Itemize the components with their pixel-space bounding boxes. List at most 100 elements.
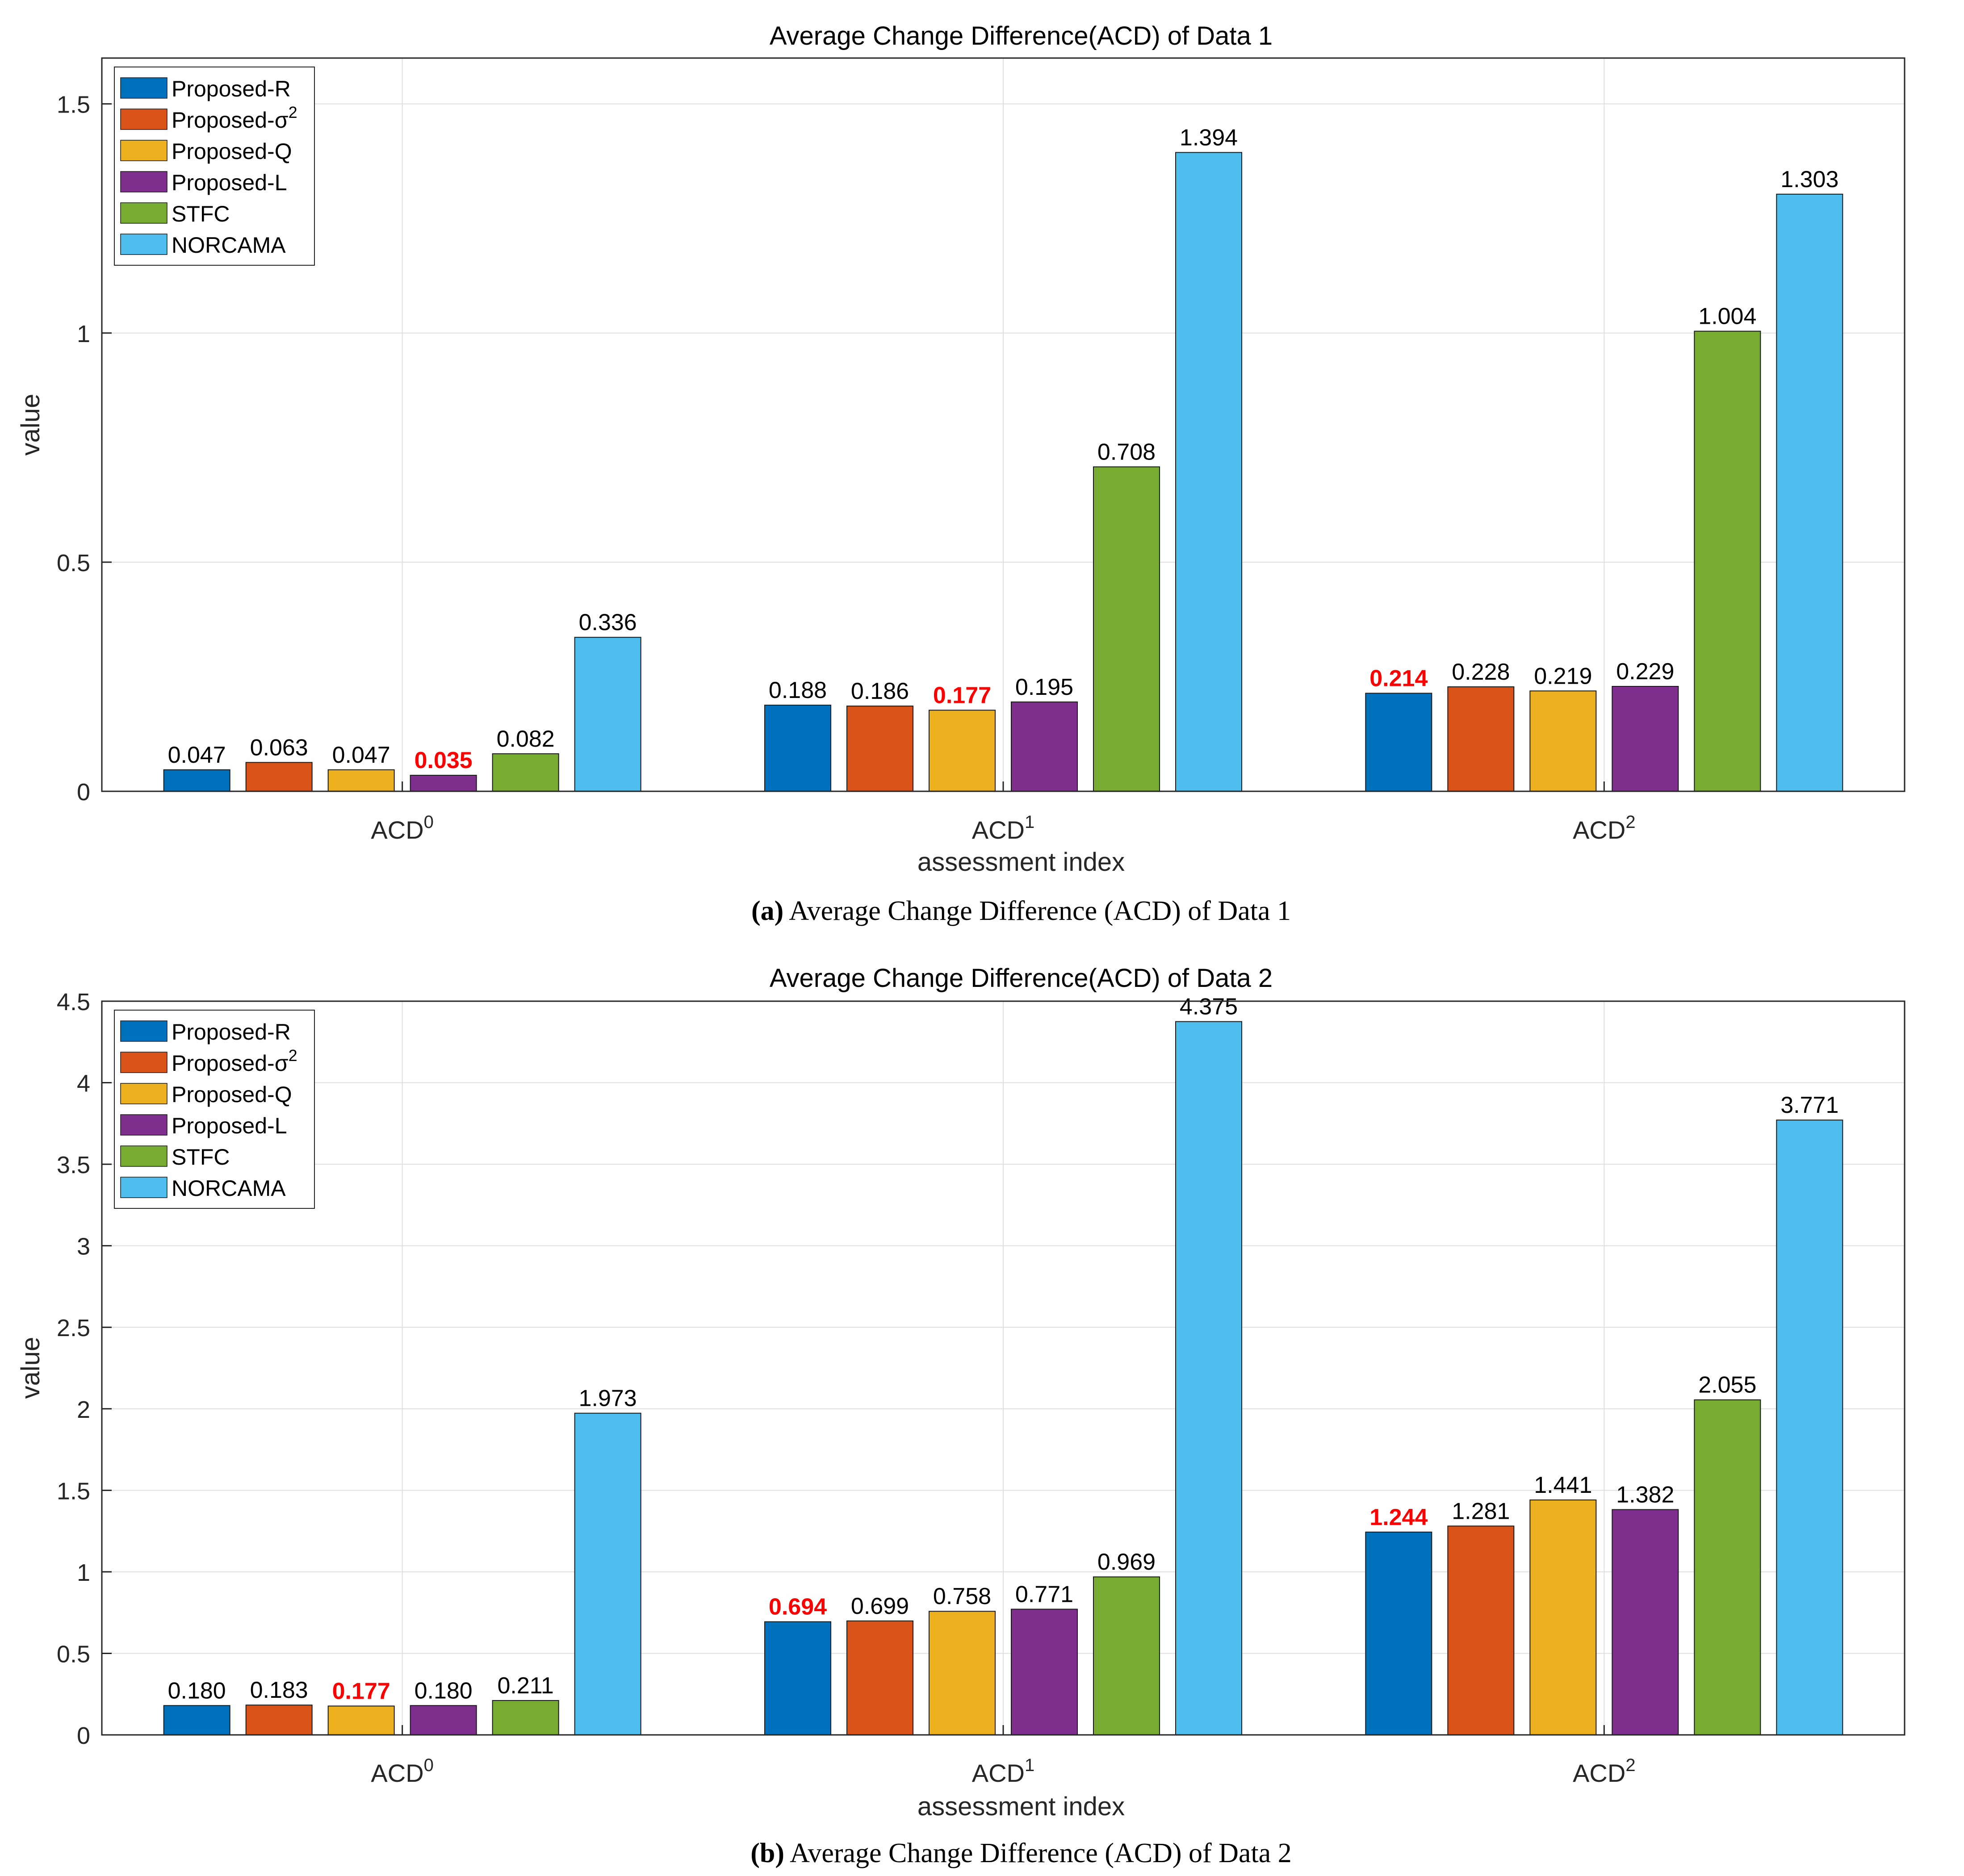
legend-swatch	[120, 1052, 168, 1073]
chart-a-caption-letter: (a)	[751, 896, 783, 926]
chart-a-grid	[102, 58, 1905, 791]
bar	[764, 1621, 831, 1735]
bar-value-label: 0.229	[1616, 659, 1674, 685]
bar	[1093, 466, 1160, 792]
bar-value-label: 1.281	[1452, 1498, 1510, 1524]
bar-value-label: 0.180	[168, 1678, 226, 1704]
bar-value-label: 0.699	[851, 1593, 909, 1619]
bar-value-label: 1.004	[1698, 304, 1756, 330]
legend-entry: STFC	[172, 1145, 230, 1170]
chart-b-caption: (b) Average Change Difference (ACD) of D…	[750, 1838, 1291, 1868]
bar	[327, 769, 395, 792]
bar-value-label: 0.186	[851, 678, 909, 704]
y-tick-label: 4	[77, 1070, 90, 1097]
bar-value-label: 1.303	[1780, 167, 1838, 192]
x-tick-label: ACD2	[1573, 812, 1635, 844]
bar	[492, 753, 559, 792]
legend-entry: Proposed-R	[172, 76, 291, 101]
bar-value-label: 0.228	[1452, 659, 1510, 685]
bar-value-label: 0.219	[1534, 663, 1592, 689]
y-tick-label: 2	[77, 1396, 90, 1423]
bar-value-label: 1.441	[1534, 1472, 1592, 1498]
legend-entry: Proposed-σ2	[172, 103, 297, 133]
bar	[1612, 1509, 1679, 1736]
y-tick-label: 4.5	[57, 989, 90, 1015]
bar-value-label: 0.177	[933, 682, 991, 708]
bar	[1175, 152, 1242, 792]
bar-value-label: 0.180	[415, 1678, 473, 1704]
legend-swatch	[120, 1145, 168, 1167]
bar-value-label: 0.188	[769, 677, 827, 703]
legend-swatch	[120, 140, 168, 161]
bar-value-label: 0.758	[933, 1584, 991, 1609]
legend-entry: Proposed-L	[172, 1113, 287, 1138]
legend-swatch	[120, 77, 168, 99]
chart-b-ylabel: value	[16, 1337, 45, 1399]
chart-a-ylabel: value	[16, 394, 45, 456]
y-tick-label: 1.5	[57, 1478, 90, 1504]
bar	[492, 1700, 559, 1736]
chart-b: Average Change Difference(ACD) of Data 2…	[16, 964, 1905, 1868]
chart-b-y-ticks: 0 0.5 1 1.5 2 2.5 3 3.5 4 4.5	[57, 989, 112, 1749]
bar	[1011, 1609, 1078, 1735]
chart-a-caption-text: Average Change Difference (ACD) of Data …	[789, 896, 1291, 926]
legend-entry: Proposed-L	[172, 170, 287, 195]
bar	[163, 1705, 230, 1736]
legend-swatch	[120, 171, 168, 192]
bar	[327, 1705, 395, 1735]
bar	[245, 1705, 313, 1735]
y-tick-label: 1	[77, 1559, 90, 1586]
bar-value-label: 1.973	[579, 1386, 637, 1412]
y-tick-label: 0.5	[57, 1641, 90, 1667]
bar	[574, 637, 641, 792]
bar	[1011, 701, 1078, 792]
bar	[846, 1620, 913, 1736]
bar	[1694, 330, 1761, 792]
legend-entry: Proposed-σ2	[172, 1046, 297, 1076]
bar-value-label: 1.382	[1616, 1482, 1674, 1508]
bar	[1093, 1576, 1160, 1735]
legend-entry: STFC	[172, 201, 230, 226]
legend-entry: NORCAMA	[172, 233, 286, 258]
x-tick-label: ACD1	[972, 1755, 1034, 1787]
y-tick-label: 1	[77, 321, 90, 347]
bar	[929, 710, 996, 792]
bar-value-label: 0.694	[769, 1594, 827, 1620]
y-tick-label: 3.5	[57, 1152, 90, 1178]
bar	[163, 769, 230, 792]
chart-a-xlabel: assessment index	[917, 848, 1125, 877]
y-tick-label: 0	[77, 1722, 90, 1749]
bar	[245, 762, 313, 792]
bar	[574, 1412, 641, 1735]
legend-box	[114, 67, 315, 266]
bar-value-label: 0.035	[415, 748, 473, 773]
legend-swatch	[120, 234, 168, 255]
y-tick-label: 2.5	[57, 1315, 90, 1341]
bar-value-label: 0.214	[1369, 665, 1428, 691]
x-tick-label: ACD0	[371, 812, 433, 844]
bar-value-label: 2.055	[1698, 1372, 1756, 1398]
chart-a-x-ticks: ACD0 ACD1 ACD2	[371, 781, 1636, 844]
bar-value-label: 0.082	[497, 726, 555, 752]
chart-a-caption: (a) Average Change Difference (ACD) of D…	[751, 896, 1291, 926]
bar	[1776, 1120, 1843, 1735]
bar-value-label: 1.244	[1369, 1504, 1428, 1530]
bar	[764, 705, 831, 792]
bar-value-label: 0.183	[250, 1677, 308, 1703]
x-tick-label: ACD2	[1573, 1755, 1635, 1787]
bar	[1529, 690, 1597, 792]
chart-b-xlabel: assessment index	[917, 1792, 1125, 1821]
y-tick-label: 0	[77, 779, 90, 806]
bar-value-label: 1.394	[1180, 125, 1238, 150]
bar-value-label: 0.336	[579, 610, 637, 635]
bar-value-label: 4.375	[1180, 994, 1238, 1020]
bar	[1776, 193, 1843, 792]
bar	[1365, 693, 1432, 792]
y-tick-label: 3	[77, 1233, 90, 1260]
bar	[1694, 1399, 1761, 1736]
y-tick-label: 0.5	[57, 550, 90, 577]
bar-value-label: 0.177	[332, 1678, 390, 1704]
